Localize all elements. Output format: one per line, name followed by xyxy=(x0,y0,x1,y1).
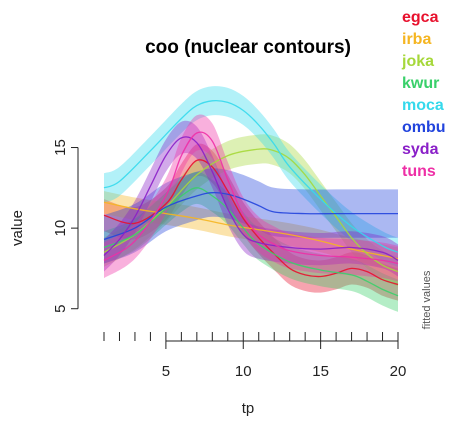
line-ombu xyxy=(103,191,398,241)
chart-title: coo (nuclear contours) xyxy=(145,37,351,58)
band-tuns xyxy=(104,114,398,282)
y-tick-label-15: 15 xyxy=(52,139,69,156)
line-syda xyxy=(103,136,399,261)
x-axis-label: tp xyxy=(242,400,255,417)
x-tick-label-15: 15 xyxy=(312,363,329,380)
legend-item-ombu: ombu xyxy=(402,119,446,136)
line-joka xyxy=(103,148,399,273)
legend-item-moca: moca xyxy=(402,97,444,114)
line-moca xyxy=(103,99,399,253)
lines-layer xyxy=(103,99,399,297)
band-ombu xyxy=(104,168,398,264)
x-tick-label-10: 10 xyxy=(235,363,252,380)
band-egca xyxy=(104,143,398,301)
legend: egca irba joka kwur moca ombu syda tuns xyxy=(401,9,446,180)
band-irba xyxy=(104,191,398,270)
legend-item-tuns: tuns xyxy=(402,163,436,180)
legend-item-egca: egca xyxy=(402,9,439,26)
band-kwur xyxy=(104,171,398,312)
band-moca xyxy=(104,86,398,267)
bands-layer xyxy=(104,86,398,312)
y-tick-label-5: 5 xyxy=(52,305,69,313)
line-tuns xyxy=(103,131,399,265)
legend-item-joka: joka xyxy=(401,53,434,70)
legend-item-syda: syda xyxy=(402,141,439,158)
y-tick-label-10: 10 xyxy=(52,220,69,237)
legend-item-kwur: kwur xyxy=(402,75,439,92)
x-axis: 5 10 15 20 xyxy=(103,332,407,380)
x-tick-label-20: 20 xyxy=(390,363,407,380)
y-axis-label: value xyxy=(9,210,26,246)
fitted-values-note: fitted values xyxy=(421,270,433,329)
band-syda xyxy=(104,120,398,277)
line-egca xyxy=(103,159,399,286)
x-tick-label-5: 5 xyxy=(162,363,170,380)
y-axis: 5 10 15 xyxy=(52,139,79,313)
legend-item-irba: irba xyxy=(402,31,431,48)
